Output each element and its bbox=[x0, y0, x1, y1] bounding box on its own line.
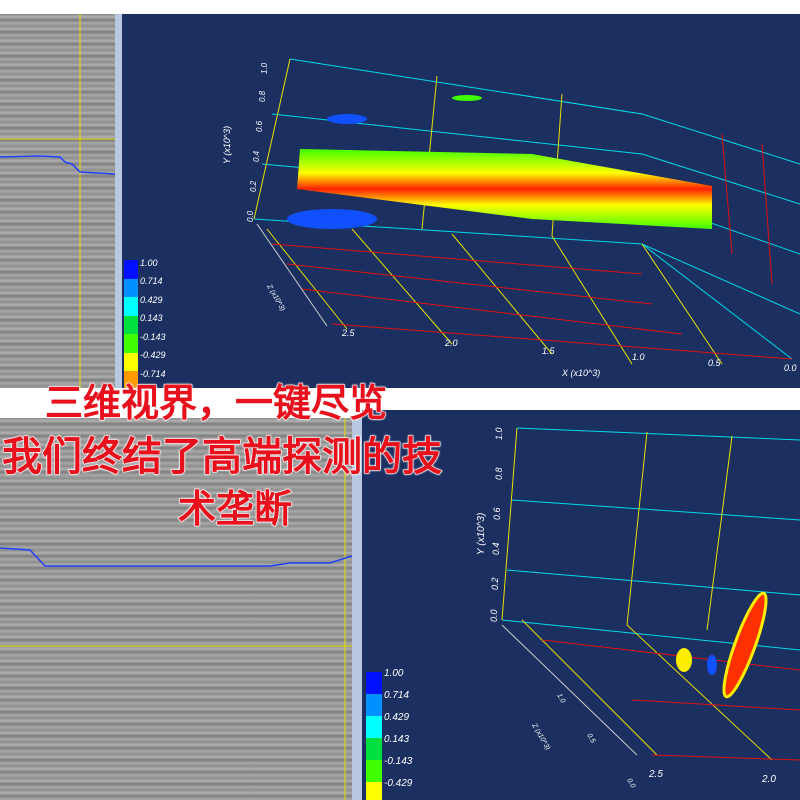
x-tick: 0.5 bbox=[708, 358, 722, 368]
legend-label: -0.429 bbox=[140, 350, 166, 360]
z-tick: 0.5 bbox=[585, 733, 596, 745]
x-tick: 1.5 bbox=[542, 346, 556, 356]
x-tick: 2.0 bbox=[761, 774, 776, 785]
y-tick: 0.6 bbox=[492, 507, 502, 520]
legend-label: -0.714 bbox=[140, 369, 166, 379]
legend-label: 0.143 bbox=[384, 734, 410, 745]
legend-label: 1.00 bbox=[140, 258, 158, 268]
legend-label: -0.429 bbox=[384, 778, 413, 789]
radargram-top bbox=[0, 14, 115, 388]
y-tick: 0.0 bbox=[246, 210, 255, 222]
legend-label: 0.714 bbox=[140, 276, 163, 286]
y-tick: 0.6 bbox=[255, 120, 264, 132]
y-tick: 1.0 bbox=[260, 62, 269, 74]
legend-label: -0.143 bbox=[140, 332, 166, 342]
splitter-top[interactable] bbox=[115, 14, 122, 388]
legend-label: 0.429 bbox=[140, 295, 163, 305]
y-tick: 0.2 bbox=[490, 577, 500, 590]
x-tick: 0.0 bbox=[784, 363, 797, 373]
z-tick: 1.0 bbox=[555, 693, 566, 705]
x-tick: 1.0 bbox=[632, 352, 645, 362]
headline-line-2: 我们终结了高端探测的技 bbox=[2, 434, 443, 481]
legend-label: 0.143 bbox=[140, 313, 163, 323]
y-tick: 0.4 bbox=[491, 542, 501, 555]
y-tick: 0.0 bbox=[489, 609, 499, 622]
z-axis-label: Z (x10^3) bbox=[530, 722, 551, 752]
anomaly-band bbox=[297, 149, 712, 229]
color-legend bbox=[124, 260, 138, 388]
legend-label: 1.00 bbox=[384, 668, 404, 679]
y-tick: 0.2 bbox=[249, 180, 258, 192]
color-legend bbox=[366, 672, 382, 800]
legend-label: 0.429 bbox=[384, 712, 410, 723]
headline-line-1: 三维视界，一键尽览 bbox=[44, 381, 388, 426]
splitter-bottom[interactable] bbox=[352, 418, 362, 800]
headline-line-3: 术垄断 bbox=[177, 487, 293, 532]
z-tick: 0.0 bbox=[625, 778, 636, 790]
legend-label: -0.143 bbox=[384, 756, 413, 767]
radargram-bottom bbox=[0, 418, 352, 800]
y-tick: 1.0 bbox=[494, 427, 504, 440]
3d-view-bottom[interactable]: 2.5 2.0 Y (x10^3) 1.0 0.8 0.6 0.4 0.2 0.… bbox=[362, 410, 800, 800]
y-tick: 0.8 bbox=[258, 90, 267, 102]
y-axis-label: Y (x10^3) bbox=[476, 513, 487, 555]
x-tick: 2.5 bbox=[341, 328, 356, 338]
x-tick: 2.0 bbox=[444, 338, 458, 348]
z-axis-label: Z (x10^3) bbox=[265, 283, 286, 313]
3d-view-top[interactable]: 2.5 2.0 1.5 1.0 0.5 0.0 X (x10^3) Y (x10… bbox=[122, 14, 800, 388]
x-tick: 2.5 bbox=[648, 769, 663, 780]
x-axis-label: X (x10^3) bbox=[561, 368, 600, 378]
legend-label: 0.714 bbox=[384, 690, 410, 701]
y-tick: 0.8 bbox=[494, 467, 504, 480]
y-axis-label: Y (x10^3) bbox=[222, 126, 232, 164]
y-tick: 0.4 bbox=[252, 150, 261, 162]
